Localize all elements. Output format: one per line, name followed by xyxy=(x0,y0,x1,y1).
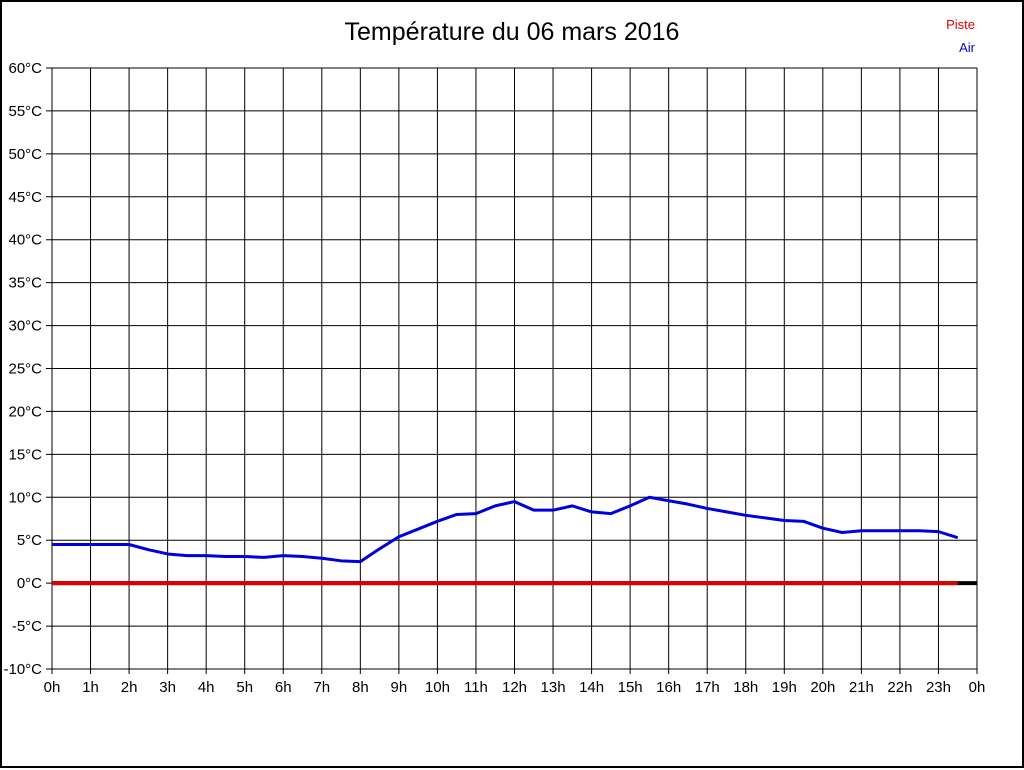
x-tick-label: 0h xyxy=(969,679,986,696)
y-tick-label: 40°C xyxy=(8,232,42,249)
y-tick-label: 50°C xyxy=(8,146,42,163)
x-tick-label: 10h xyxy=(425,679,450,696)
y-tick-label: 35°C xyxy=(8,275,42,292)
x-tick-label: 1h xyxy=(82,679,99,696)
x-tick-label: 6h xyxy=(275,679,292,696)
y-tick-label: 5°C xyxy=(17,532,42,549)
y-tick-label: -10°C xyxy=(3,661,42,678)
x-tick-label: 3h xyxy=(159,679,176,696)
x-tick-label: 11h xyxy=(464,679,488,696)
x-tick-label: 21h xyxy=(849,679,874,696)
x-tick-label: 22h xyxy=(887,679,912,696)
y-tick-label: 20°C xyxy=(8,403,42,420)
y-tick-label: 0°C xyxy=(17,575,42,592)
air-series-line xyxy=(52,495,959,564)
y-tick-label: 15°C xyxy=(8,446,42,463)
y-tick-label: 10°C xyxy=(8,489,42,506)
x-tick-label: 9h xyxy=(391,679,408,696)
y-tick-label: 25°C xyxy=(8,361,42,378)
x-tick-label: 7h xyxy=(313,679,330,696)
x-tick-label: 15h xyxy=(618,679,643,696)
chart-legend: Piste Air xyxy=(946,13,975,59)
x-tick-label: 2h xyxy=(121,679,138,696)
x-tick-label: 19h xyxy=(772,679,797,696)
y-tick-label: 60°C xyxy=(8,60,42,77)
x-tick-label: 4h xyxy=(198,679,215,696)
legend-item-air: Air xyxy=(959,40,975,55)
y-tick-label: 30°C xyxy=(8,318,42,335)
chart-title: Température du 06 mars 2016 xyxy=(344,18,680,46)
x-tick-label: 13h xyxy=(541,679,566,696)
x-tick-label: 14h xyxy=(579,679,604,696)
x-tick-label: 8h xyxy=(352,679,369,696)
x-tick-label: 18h xyxy=(733,679,758,696)
x-tick-label: 20h xyxy=(810,679,835,696)
x-tick-label: 23h xyxy=(926,679,951,696)
legend-item-piste: Piste xyxy=(946,17,975,32)
x-tick-label: 0h xyxy=(44,679,61,696)
x-tick-label: 5h xyxy=(236,679,253,696)
y-tick-label: 55°C xyxy=(8,103,42,120)
y-tick-label: 45°C xyxy=(8,189,42,206)
y-tick-label: -5°C xyxy=(12,618,42,635)
x-tick-label: 12h xyxy=(502,679,527,696)
x-tick-label: 16h xyxy=(656,679,681,696)
x-tick-label: 17h xyxy=(695,679,720,696)
